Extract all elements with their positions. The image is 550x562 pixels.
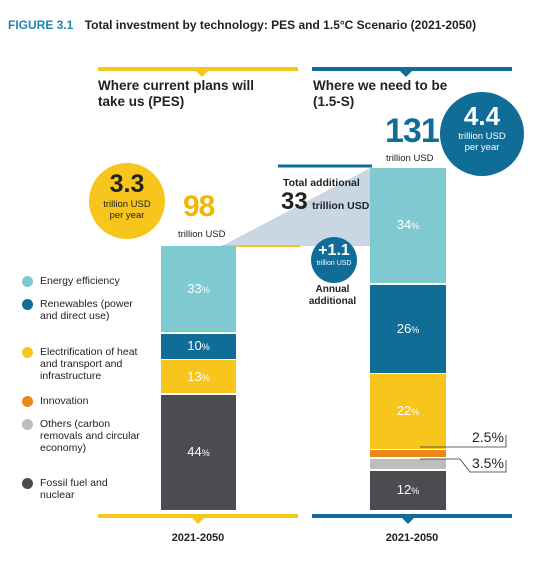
figure-number: FIGURE 3.1: [8, 18, 74, 32]
s15-heading-tick: [400, 71, 412, 77]
figure-title: FIGURE 3.1 Total investment by technolog…: [8, 18, 476, 32]
s15-period: 2021-2050: [385, 532, 439, 544]
additional-value: 33: [281, 188, 308, 215]
pes-period: 2021-2050: [171, 532, 225, 544]
renewables-swatch: [22, 299, 33, 310]
pes-annual-circle: 3.3 trillion USD per year: [89, 163, 165, 239]
s15-heading-rule: [312, 67, 512, 71]
bar-segment-label: 34%: [396, 217, 420, 233]
additional-unit: trillion USD: [312, 200, 370, 212]
bar-segment-label: 10%: [187, 338, 210, 354]
figure-title-text: Total investment by technology: PES and …: [84, 18, 477, 32]
bar-s15: 34% 26% 22% 12%: [370, 168, 446, 512]
others-percent-label: 3.5%: [472, 455, 504, 471]
legend-label: Energy efficiency: [40, 275, 120, 287]
bar-segment-label: 44%: [187, 444, 210, 460]
pes-annual-unit: trillion USD per year: [103, 199, 151, 221]
pes-total-value: 98: [183, 190, 215, 223]
bar-segment-label: 12%: [396, 482, 420, 498]
pes-heading: Where current plans will take us (PES): [98, 78, 255, 109]
s15-total-value: 131: [385, 112, 440, 150]
pes-bottom-rule: [98, 514, 298, 518]
energy-efficiency-swatch: [22, 276, 33, 287]
bar-segment-pes-fossil: 44%: [161, 394, 236, 512]
pes-annual-value: 3.3: [109, 170, 145, 198]
pes-total-unit: trillion USD: [178, 229, 226, 240]
legend-label: Fossil fuel and nuclear: [40, 477, 108, 501]
legend-label: Innovation: [40, 395, 89, 407]
additional-label: Total additional: [283, 177, 360, 189]
legend-label: Others (carbon removals and circular eco…: [40, 418, 140, 454]
additional-total: 33 trillion USD: [281, 188, 369, 216]
annual-additional-value: +1.1: [318, 242, 350, 259]
bar-segment-pes-renewables: 10%: [161, 333, 236, 360]
pes-heading-rule: [98, 67, 298, 71]
others-leader: [420, 458, 507, 473]
fossil-swatch: [22, 478, 33, 489]
bar-segment-label: 33%: [187, 280, 210, 296]
bar-segment-s15-electrification: 22%: [370, 374, 446, 450]
bar-segment-pes-energy_efficiency: 33%: [161, 246, 236, 334]
legend-label: Renewables (power and direct use): [40, 298, 133, 322]
s15-annual-unit: trillion USD per year: [458, 131, 506, 153]
electrification-swatch: [22, 347, 33, 358]
bar-segment-s15-energy_efficiency: 34%: [370, 168, 446, 285]
bar-pes: 33% 10% 13% 44%: [161, 246, 236, 512]
bar-segment-pes-electrification: 13%: [161, 360, 236, 395]
others-swatch: [22, 419, 33, 430]
innovation-swatch: [22, 396, 33, 407]
innovation-percent-label: 2.5%: [472, 429, 504, 445]
bar-segment-label: 13%: [187, 368, 210, 384]
annual-additional-circle: +1.1 trillion USD: [311, 237, 357, 283]
s15-heading: Where we need to be (1.5-S): [313, 78, 448, 109]
bar-segment-label: 22%: [396, 403, 420, 419]
additional-connector-shape: [222, 168, 370, 246]
s15-bottom-rule: [312, 514, 512, 518]
s15-annual-circle: 4.4 trillion USD per year: [440, 92, 524, 176]
bar-segment-s15-renewables: 26%: [370, 284, 446, 374]
bar-segment-s15-innovation: [370, 450, 446, 459]
s15-annual-value: 4.4: [463, 101, 501, 131]
annual-additional-unit: trillion USD: [316, 260, 352, 267]
bar-segment-s15-fossil: 12%: [370, 470, 446, 512]
annual-additional-label: Annual additional: [308, 284, 357, 307]
bar-segment-s15-others: [370, 458, 446, 471]
innovation-bracket: [470, 435, 507, 448]
pes-bottom-tick: [192, 518, 204, 524]
pes-heading-tick: [196, 71, 208, 77]
legend-label: Electrification of heat and transport an…: [40, 346, 138, 382]
bar-segment-label: 26%: [396, 320, 420, 336]
s15-total-unit: trillion USD: [386, 153, 434, 164]
s15-bottom-tick: [402, 518, 414, 524]
